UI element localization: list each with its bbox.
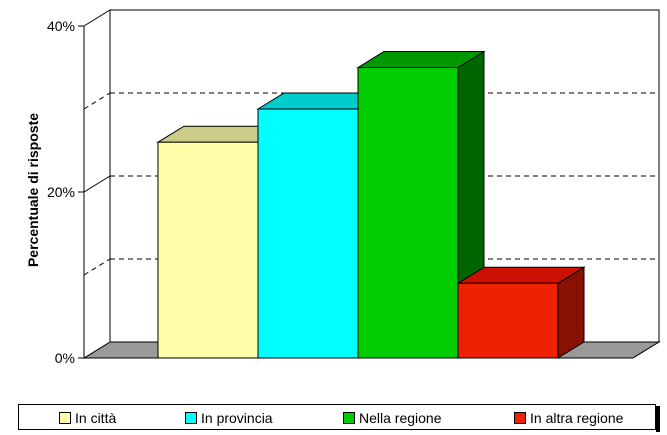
legend-item: Nella regione [343,410,442,426]
legend-shadow [656,406,660,432]
y-axis-label: Percentuale di risposte [25,113,41,267]
legend-swatch [514,412,526,424]
bar-front [257,108,359,359]
y-axis-ticks: 0% 20% 40% [47,18,111,366]
bars [156,50,586,359]
y-tick-label: 0% [55,350,75,366]
y-tick-label: 40% [47,18,75,34]
y-tick-label: 20% [47,184,75,200]
bar [456,266,586,359]
legend-swatch [343,412,355,424]
legend-item: In provincia [185,410,273,426]
bar-front [457,282,559,359]
legend: In città In provincia Nella regione In altr… [18,404,656,430]
legend-swatch [59,412,71,424]
y-tick-diagonal [83,175,111,193]
legend-swatch [185,412,197,424]
legend-item: In città [59,410,116,426]
legend-label: In provincia [201,410,273,426]
legend-label: Nella regione [359,410,442,426]
bar-front [357,67,459,359]
bar-front [157,141,259,359]
legend-label: In città [75,410,117,426]
legend-item: In altra regione [514,410,623,426]
legend-label: In altra regione [530,410,624,426]
